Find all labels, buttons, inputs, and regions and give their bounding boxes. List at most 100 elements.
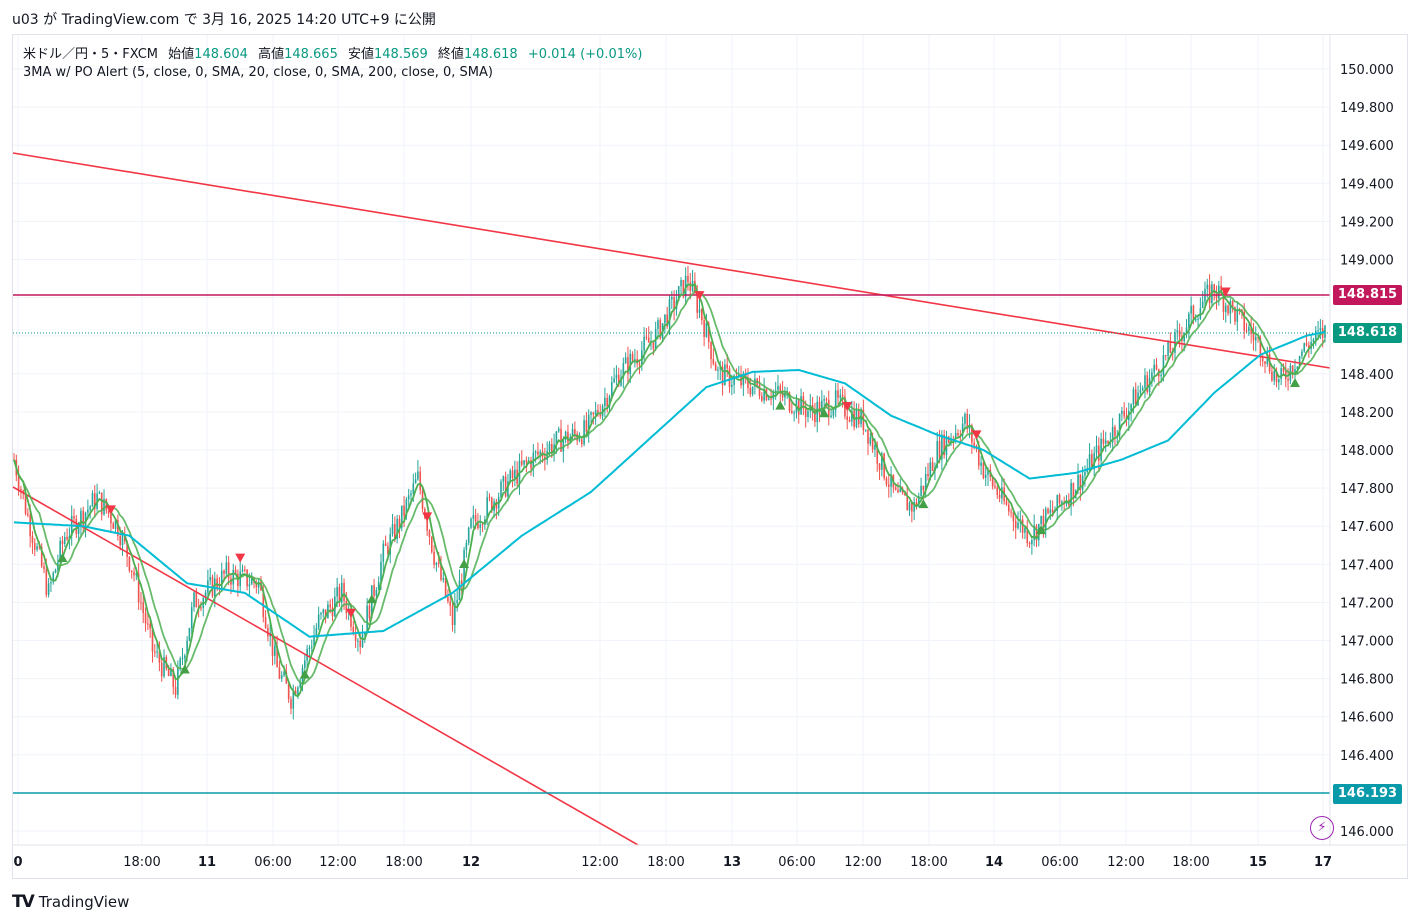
candle-body (520, 460, 523, 465)
buy-signal-marker (57, 552, 68, 562)
time-axis-labels: 0 18:00 11 06:00 12:00 18:00 12 12:00 18:00 13 06:… (13, 855, 1332, 870)
candle-body (744, 373, 747, 378)
candle-body (908, 502, 911, 511)
candle-body (40, 546, 43, 567)
candle-body (587, 414, 590, 432)
symbol-legend[interactable]: 米ドル／円・5・FXCM 始値148.604 高値148.665 安値148.5… (23, 45, 642, 65)
candle-body (864, 429, 867, 431)
candle-body (839, 395, 842, 398)
candle-body (278, 667, 281, 679)
candle-body (931, 462, 934, 471)
candle-body (1047, 508, 1049, 514)
candle-body (449, 601, 452, 606)
candle-body (1280, 368, 1282, 380)
candle-body (336, 587, 338, 597)
candle-body (825, 399, 828, 401)
candle-body (1024, 527, 1026, 533)
candle-body (742, 373, 745, 386)
candle-body (634, 358, 636, 361)
candle-body (396, 518, 398, 540)
candle-body (310, 646, 313, 648)
candle-body (315, 627, 318, 636)
candle-body (52, 572, 55, 583)
candle-body (220, 570, 223, 589)
candle-body (1308, 345, 1310, 349)
candle-body (964, 413, 966, 424)
price-tick-label: 148.000 (1340, 444, 1394, 459)
candle-body (763, 388, 765, 401)
candle-body (343, 582, 345, 601)
candle-body (1021, 519, 1024, 533)
time-tick-label: 18:00 (123, 855, 160, 870)
time-tick-label: 14 (985, 855, 1003, 870)
time-tick-label: 06:00 (778, 855, 815, 870)
candle-body (1130, 404, 1132, 412)
low-label: 安値 (348, 47, 375, 62)
candle-body (1079, 474, 1082, 490)
candle-body (841, 395, 844, 397)
candle-body (562, 439, 565, 452)
time-tick-label: 12 (462, 855, 480, 870)
candle-body (80, 510, 82, 527)
candle-body (677, 286, 680, 301)
candle-body (1151, 372, 1153, 379)
candle-body (274, 646, 276, 656)
chart-frame[interactable] (12, 34, 1408, 879)
candle-body (1035, 525, 1038, 541)
candle-body (726, 364, 729, 369)
candle-body (640, 350, 643, 365)
candle-body (890, 474, 892, 487)
candle-body (705, 322, 708, 337)
close-label: 終値 (437, 47, 464, 62)
candle-body (1102, 438, 1105, 444)
candle-body (698, 309, 701, 313)
candle-body (797, 400, 800, 415)
candle-body (29, 515, 31, 537)
candle-body (1294, 368, 1296, 374)
candle-body (791, 410, 793, 413)
level-price-tag-teal: 146.193 (1333, 784, 1402, 804)
candle-body (47, 583, 50, 595)
candle-body (410, 493, 412, 496)
candle-body (1213, 284, 1216, 293)
candle-body (571, 429, 574, 437)
candle-body (91, 493, 94, 507)
candle-body (375, 589, 378, 596)
indicator-legend[interactable]: 3MA w/ PO Alert (5, close, 0, SMA, 20, c… (23, 65, 493, 80)
candle-body (915, 502, 918, 507)
time-tick-label: 15 (1249, 855, 1267, 870)
candle-body (170, 669, 172, 677)
candle-body (297, 687, 299, 696)
candle-body (117, 519, 119, 536)
tradingview-brand[interactable]: TV TradingView (12, 892, 129, 912)
candle-body (608, 396, 611, 407)
chart-grid (13, 35, 1330, 845)
candle-body (751, 386, 754, 395)
candle-body (250, 578, 253, 585)
buy-signal-marker (179, 664, 190, 674)
candle-body (954, 433, 957, 439)
candle-body (1072, 482, 1075, 498)
candle-body (869, 437, 872, 444)
price-tick-label: 150.000 (1340, 63, 1394, 78)
candle-body (1056, 494, 1059, 511)
price-tick-label: 149.800 (1340, 101, 1394, 116)
candle-body (548, 443, 551, 451)
candle-body (163, 656, 165, 677)
candle-body (181, 658, 184, 660)
candle-body (93, 493, 96, 509)
candle-body (142, 602, 145, 613)
candle-body (63, 536, 66, 544)
candle-body (121, 533, 124, 546)
candle-body (1162, 355, 1165, 375)
candle-body (1111, 426, 1114, 443)
candle-body (1044, 508, 1047, 531)
lightning-icon[interactable]: ⚡ (1310, 816, 1334, 840)
candle-body (594, 410, 597, 415)
candle-body (876, 445, 879, 464)
sell-signal-marker (1220, 287, 1231, 297)
candle-body (1081, 475, 1084, 490)
symbol-name[interactable]: 米ドル／円・5・FXCM (23, 47, 159, 62)
candle-body (851, 410, 853, 422)
